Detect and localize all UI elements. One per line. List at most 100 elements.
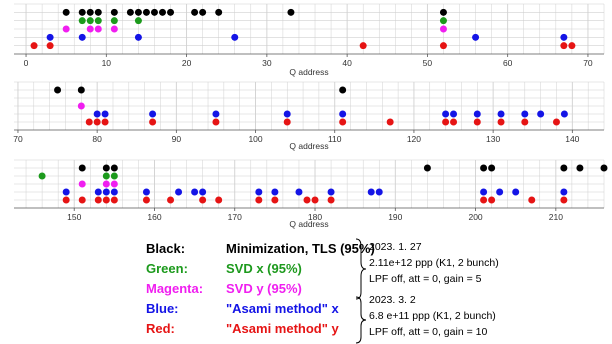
point-blue	[134, 33, 142, 41]
point-red	[327, 196, 335, 204]
point-blue	[473, 110, 481, 118]
point-magenta	[62, 25, 70, 33]
panel1-tick-label: 70	[583, 58, 593, 68]
legend-label-green: SVD x (95%)	[226, 261, 302, 276]
point-blue	[367, 188, 375, 196]
point-red	[94, 196, 102, 204]
point-blue	[212, 110, 220, 118]
point-red	[271, 196, 279, 204]
brace-group-1	[355, 238, 367, 300]
panel2-tick-label: 90	[172, 134, 182, 144]
info-2-intensity: 6.8 e+11 ppp (K1, 2 bunch)	[369, 310, 496, 322]
point-red	[149, 118, 157, 126]
point-red	[311, 196, 319, 204]
point-black	[86, 8, 94, 16]
panel1-tick-label: 0	[24, 58, 29, 68]
brace-group-2	[355, 296, 367, 344]
point-black	[126, 8, 134, 16]
panel3-tick-label: 160	[147, 212, 161, 222]
info-2-settings: LPF off, att = 0, gain = 10	[369, 326, 488, 338]
point-black	[134, 8, 142, 16]
point-red	[46, 42, 54, 50]
point-black	[560, 164, 568, 172]
panel2-xlabel: Q address	[289, 141, 328, 151]
point-blue	[560, 110, 568, 118]
point-black	[167, 8, 175, 16]
panel1-tick-label: 20	[182, 58, 192, 68]
panel2-tick-label: 100	[248, 134, 262, 144]
point-red	[450, 118, 458, 126]
point-red	[212, 118, 220, 126]
point-red	[473, 118, 481, 126]
point-red	[283, 118, 291, 126]
point-blue	[255, 188, 263, 196]
panel3-xlabel: Q address	[289, 219, 328, 229]
point-blue	[496, 188, 504, 196]
point-red	[552, 118, 560, 126]
point-black	[54, 86, 62, 94]
point-black	[110, 8, 118, 16]
point-red	[497, 118, 505, 126]
panel1-tick-label: 30	[262, 58, 272, 68]
point-green	[78, 17, 86, 25]
point-green	[439, 17, 447, 25]
point-black	[439, 8, 447, 16]
panel3-tick-label: 170	[228, 212, 242, 222]
panel1-tick-label: 10	[102, 58, 112, 68]
point-black	[199, 8, 207, 16]
point-blue	[191, 188, 199, 196]
info-2-date: 2023. 3. 2	[369, 294, 416, 306]
point-magenta	[110, 25, 118, 33]
point-magenta	[78, 180, 86, 188]
legend-key-green: Green:	[146, 261, 188, 276]
point-red	[386, 118, 394, 126]
point-magenta	[110, 180, 118, 188]
point-blue	[62, 188, 70, 196]
info-1-date: 2023. 1. 27	[369, 241, 422, 253]
point-black	[423, 164, 431, 172]
point-black	[150, 8, 158, 16]
point-green	[102, 172, 110, 180]
panel1-xlabel: Q address	[289, 67, 328, 77]
point-blue	[231, 33, 239, 41]
point-black	[102, 164, 110, 172]
point-green	[110, 172, 118, 180]
point-green	[134, 17, 142, 25]
panel3-tick-label: 180	[308, 212, 322, 222]
point-red	[101, 118, 109, 126]
point-blue	[560, 33, 568, 41]
point-red	[568, 42, 576, 50]
legend-key-red: Red:	[146, 321, 175, 336]
point-red	[303, 196, 311, 204]
point-blue	[480, 188, 488, 196]
point-red	[30, 42, 38, 50]
panel2-tick-label: 70	[13, 134, 23, 144]
info-group-2: 2023. 3. 2 6.8 e+11 ppp (K1, 2 bunch) LP…	[369, 292, 496, 340]
info-1-intensity: 2.11e+12 ppp (K1, 2 bunch)	[369, 257, 499, 269]
point-blue	[142, 188, 150, 196]
point-black	[339, 86, 347, 94]
point-red	[521, 118, 529, 126]
panel3-tick-label: 210	[549, 212, 563, 222]
point-red	[199, 196, 207, 204]
point-red	[102, 196, 110, 204]
panel2-tick-label: 80	[92, 134, 102, 144]
point-blue	[497, 110, 505, 118]
point-blue	[271, 188, 279, 196]
info-1-settings: LPF off, att = 0, gain = 5	[369, 273, 482, 285]
point-red	[62, 196, 70, 204]
legend-key-blue: Blue:	[146, 301, 179, 316]
point-red	[480, 196, 488, 204]
point-red	[85, 118, 93, 126]
point-blue	[46, 33, 54, 41]
point-blue	[521, 110, 529, 118]
point-blue	[339, 110, 347, 118]
point-black	[576, 164, 584, 172]
point-blue	[175, 188, 183, 196]
legend-key-black: Black:	[146, 241, 186, 256]
panel1-tick-label: 40	[342, 58, 352, 68]
point-blue	[101, 110, 109, 118]
brace-1	[355, 238, 367, 300]
point-magenta	[94, 25, 102, 33]
point-red	[488, 196, 496, 204]
